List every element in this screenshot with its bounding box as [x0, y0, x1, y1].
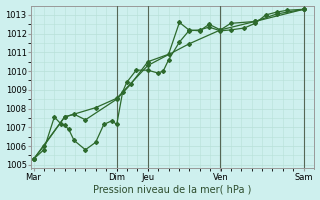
X-axis label: Pression niveau de la mer( hPa ): Pression niveau de la mer( hPa ) [93, 184, 252, 194]
